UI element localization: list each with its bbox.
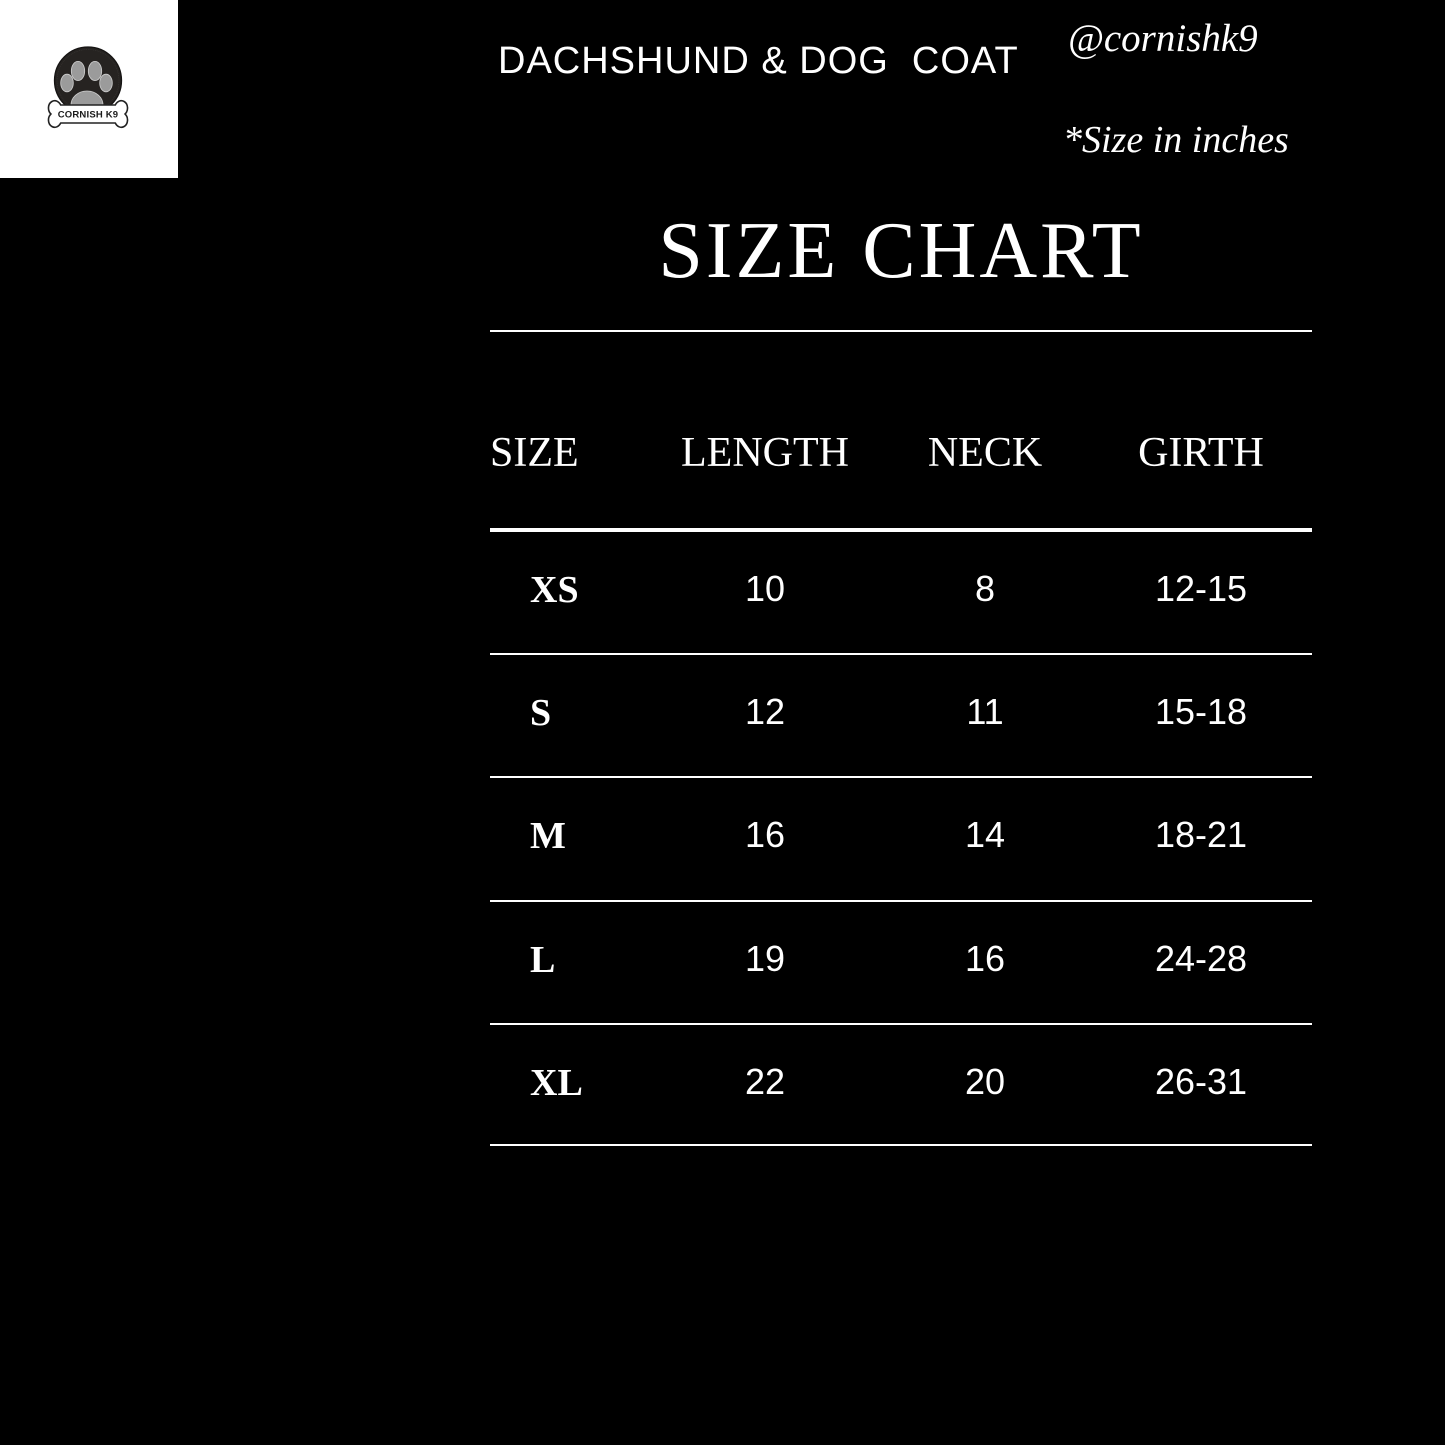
- svg-text:CORNISH K9: CORNISH K9: [58, 110, 119, 121]
